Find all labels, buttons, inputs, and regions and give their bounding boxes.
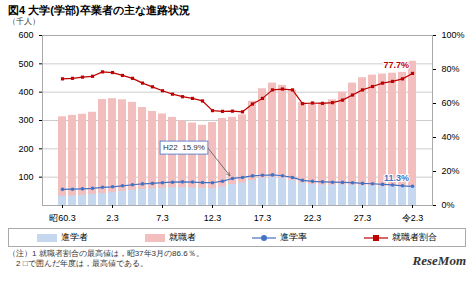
svg-text:11.3%: 11.3% (384, 173, 409, 183)
svg-text:100: 100 (18, 172, 33, 182)
svg-text:7.3: 7.3 (156, 213, 169, 223)
html-text:進学者: 進学者 (61, 232, 89, 242)
html-text:就職者割合: 就職者割合 (391, 232, 437, 242)
svg-text:H22 15.9%: H22 15.9% (163, 143, 205, 152)
svg-text:500: 500 (18, 59, 33, 69)
svg-text:0%: 0% (442, 200, 455, 210)
svg-text:令2.3: 令2.3 (402, 213, 424, 223)
svg-text:80%: 80% (442, 64, 460, 74)
html-text:進学率: 進学率 (280, 232, 308, 242)
svg-text:200: 200 (18, 144, 33, 154)
svg-text:2.3: 2.3 (106, 213, 119, 223)
svg-text:20%: 20% (442, 166, 460, 176)
svg-text:77.7%: 77.7% (383, 60, 409, 70)
svg-text:40%: 40% (442, 132, 460, 142)
html-text:（千人）: （千人） (8, 17, 40, 26)
html-text:ReseMom: ReseMom (412, 253, 466, 268)
svg-text:100%: 100% (442, 30, 465, 40)
svg-text:22.3: 22.3 (304, 213, 322, 223)
svg-text:27.3: 27.3 (354, 213, 372, 223)
svg-text:17.3: 17.3 (254, 213, 272, 223)
html-text:図4 大学(学部)卒業者の主な進路状況: 図4 大学(学部)卒業者の主な進路状況 (8, 4, 190, 16)
svg-text:300: 300 (18, 115, 33, 125)
svg-text:400: 400 (18, 87, 33, 97)
html-text:就職者: 就職者 (168, 232, 196, 242)
svg-text:昭60.3: 昭60.3 (49, 213, 76, 223)
html-text:2 □で囲んだ年度は，最高値である。: 2 □で囲んだ年度は，最高値である。 (8, 259, 148, 268)
html-text:（注）1 就職者割合の最高値は，昭37年3月の86.6％。: （注）1 就職者割合の最高値は，昭37年3月の86.6％。 (8, 249, 204, 258)
svg-text:600: 600 (18, 30, 33, 40)
svg-text:12.3: 12.3 (204, 213, 222, 223)
svg-text:60%: 60% (442, 98, 460, 108)
